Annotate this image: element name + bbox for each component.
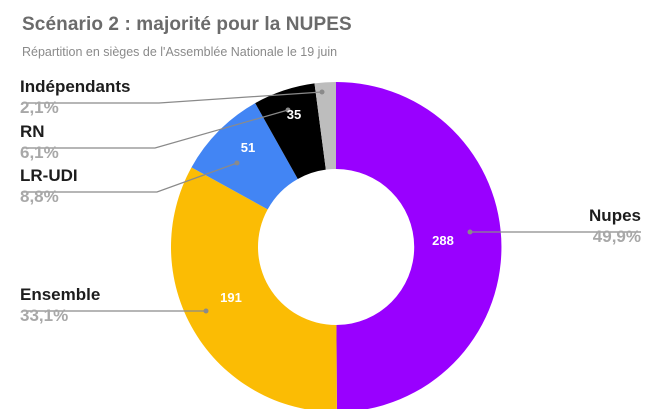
segment-rn[interactable] — [255, 83, 326, 179]
callout-independants[interactable]: Indépendants 2,1% — [20, 77, 131, 118]
callout-nupes-name: Nupes — [589, 206, 641, 225]
leader-dot-ensemble — [203, 308, 209, 314]
segment-nupes[interactable] — [336, 81, 502, 409]
leader-lines — [22, 91, 641, 312]
callout-lr-udi-name: LR-UDI — [20, 166, 78, 185]
callout-lr-udi[interactable]: LR-UDI 8,8% — [20, 166, 78, 207]
donut-segments — [171, 81, 502, 409]
segment-independants[interactable] — [314, 82, 337, 170]
segment-lr-udi[interactable] — [191, 103, 298, 210]
leader-dot-lr-udi — [234, 160, 240, 166]
page-subtitle: Répartition en sièges de l'Assemblée Nat… — [22, 45, 338, 59]
page-title: Scénario 2 : majorité pour la NUPES — [22, 14, 352, 35]
leader-dots — [203, 89, 473, 314]
callout-ensemble-name: Ensemble — [20, 285, 101, 304]
callout-rn-name: RN — [20, 122, 45, 141]
callout-ensemble[interactable]: Ensemble 33,1% — [20, 285, 100, 326]
callout-independants-name: Indépendants — [20, 77, 131, 96]
leader-dot-rn — [285, 107, 291, 113]
callout-nupes-pct: 49,9% — [592, 227, 641, 246]
segment-value-lr-udi: 51 — [241, 140, 255, 155]
leader-dot-independants — [319, 89, 325, 95]
segment-value-ensemble: 191 — [220, 290, 242, 305]
callout-rn-pct: 6,1% — [20, 143, 59, 162]
segment-ensemble[interactable] — [171, 167, 337, 409]
leader-line-independants — [22, 91, 323, 104]
leader-dot-nupes — [467, 229, 473, 235]
leader-line-rn — [22, 109, 289, 149]
callout-independants-pct: 2,1% — [20, 98, 59, 117]
leader-line-lr-udi — [22, 162, 238, 193]
segment-value-nupes: 288 — [432, 233, 454, 248]
callout-rn[interactable]: RN 6,1% — [20, 122, 59, 163]
segment-value-labels: 288 191 51 35 — [220, 107, 454, 305]
callout-ensemble-pct: 33,1% — [20, 306, 69, 325]
segment-value-rn: 35 — [287, 107, 301, 122]
callout-lr-udi-pct: 8,8% — [20, 187, 59, 206]
callout-nupes[interactable]: Nupes 49,9% — [589, 206, 641, 247]
